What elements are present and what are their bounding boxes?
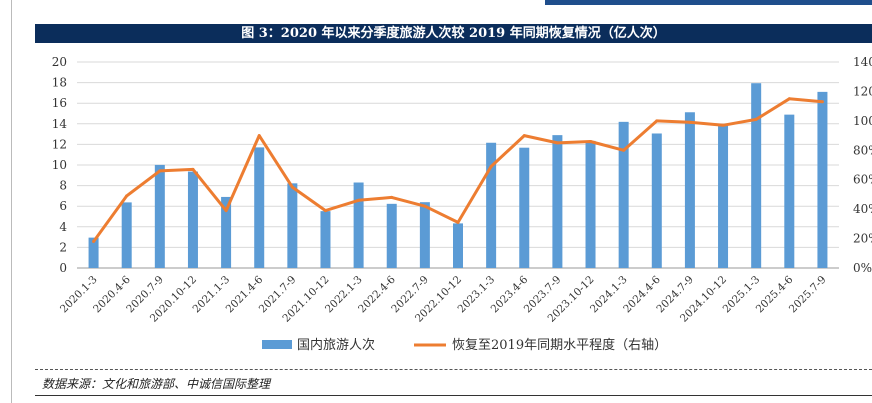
line-point — [125, 194, 129, 198]
line-point — [290, 185, 294, 189]
line-point — [489, 164, 493, 168]
y-right-tick-label: 60% — [853, 173, 872, 187]
line-point — [655, 119, 659, 123]
y-right-tick-label: 40% — [853, 202, 872, 216]
bar — [718, 125, 729, 269]
bar — [154, 164, 165, 268]
bar — [552, 135, 563, 268]
line-point — [622, 148, 626, 152]
bar — [386, 203, 397, 268]
line-point — [688, 120, 692, 124]
line-point — [423, 204, 427, 208]
line-point — [191, 167, 195, 171]
divider-dashed — [35, 369, 872, 370]
y-right-tick-label: 120% — [853, 84, 872, 98]
line-point — [721, 123, 725, 127]
y-right-tick-label: 20% — [853, 232, 872, 246]
y-left-tick-label: 8 — [59, 179, 67, 193]
line-point — [522, 134, 526, 138]
data-source-note: 数据来源：文化和旅游部、中诚信国际整理 — [42, 377, 271, 391]
bar — [419, 202, 430, 268]
divider-bottom — [35, 395, 872, 396]
chart-title: 图 3：2020 年以来分季度旅游人次较 2019 年同期恢复情况（亿人次） — [35, 24, 872, 43]
bar — [221, 196, 232, 268]
bar — [784, 114, 795, 269]
line-point — [357, 198, 361, 202]
line-series-recovery — [92, 97, 823, 243]
y-right-tick-label: 0% — [853, 261, 872, 275]
legend-label-line: 恢复至2019年同期水平程度（右轴） — [452, 337, 667, 353]
bar — [684, 112, 695, 268]
line-point — [390, 195, 394, 199]
y-right-tick-label: 80% — [853, 143, 872, 157]
y-left-tick-label: 6 — [59, 199, 67, 213]
bar — [320, 211, 331, 268]
bar — [486, 142, 497, 268]
line-point — [456, 220, 460, 224]
bar — [187, 171, 198, 268]
bar — [121, 202, 132, 268]
line-point — [224, 209, 228, 213]
line-point — [820, 100, 824, 104]
line-point — [555, 141, 559, 145]
line-point — [158, 169, 162, 173]
y-left-tick-label: 12 — [52, 137, 67, 151]
y-right-tick-label: 100% — [853, 114, 872, 128]
bar — [453, 223, 463, 268]
y-left-tick-label: 14 — [52, 117, 68, 131]
line-point — [589, 139, 593, 143]
line-point — [92, 240, 96, 244]
bar — [287, 183, 298, 268]
bar — [88, 237, 99, 268]
y-right-tick-label: 140% — [853, 55, 872, 69]
line-point — [787, 97, 791, 101]
bar — [585, 140, 596, 268]
line-point — [257, 134, 261, 138]
line-point — [754, 117, 758, 121]
legend-label-bars: 国内旅游人次 — [297, 337, 375, 353]
bar — [618, 121, 629, 268]
bar — [254, 147, 265, 268]
y-left-tick-label: 16 — [52, 96, 67, 110]
y-left-tick-label: 10 — [52, 158, 67, 172]
bar — [751, 83, 762, 268]
y-left-tick-label: 18 — [52, 76, 67, 90]
bar — [519, 147, 530, 268]
bar — [353, 182, 364, 268]
y-left-tick-label: 2 — [59, 240, 67, 254]
header-decoration — [545, 0, 872, 5]
y-left-tick-label: 0 — [59, 261, 67, 275]
bar — [651, 133, 662, 268]
y-left-tick-label: 20 — [52, 55, 67, 69]
page-margin-rule — [11, 0, 12, 403]
bar — [817, 91, 828, 269]
legend-swatch-bars — [262, 340, 292, 349]
line-point — [323, 209, 327, 213]
y-left-tick-label: 4 — [59, 220, 67, 234]
